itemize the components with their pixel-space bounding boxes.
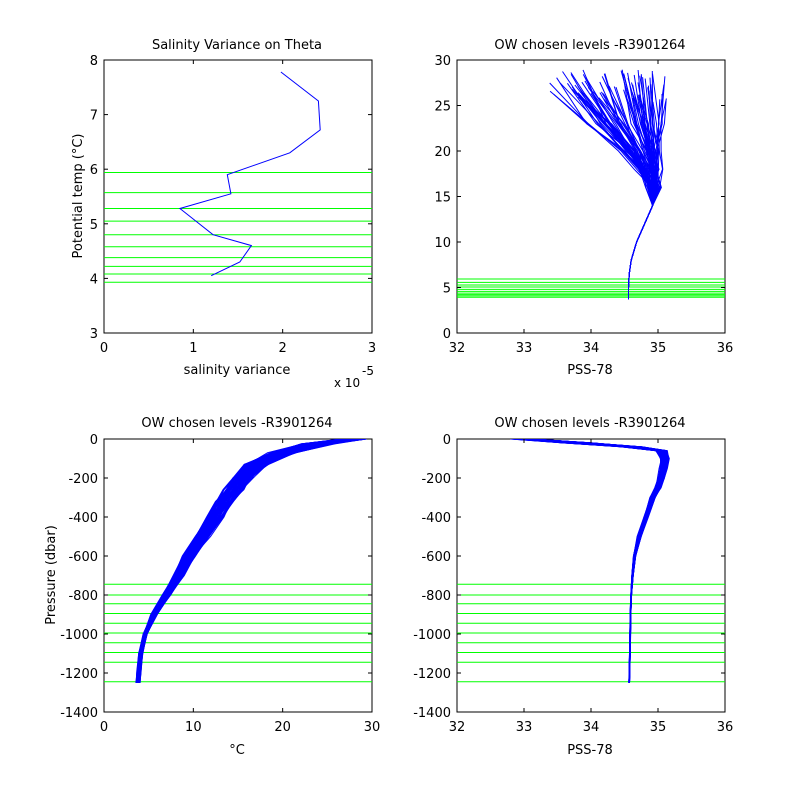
series-line <box>178 71 321 277</box>
y-tick-label: 0 <box>90 433 98 448</box>
x-axis-label: salinity variance <box>184 363 291 378</box>
y-tick-label: -400 <box>68 511 98 526</box>
y-tick-label: -800 <box>421 589 451 604</box>
y-tick-label: 10 <box>434 236 451 251</box>
x-tick-label: 2 <box>279 341 287 356</box>
x-tick-label: 35 <box>650 720 667 735</box>
y-tick-label: -600 <box>421 550 451 565</box>
x-tick-label: 20 <box>274 720 291 735</box>
y-tick-label: 3 <box>90 327 98 342</box>
y-tick-label: -600 <box>68 550 98 565</box>
x-axis-multiplier: x 10 <box>334 376 360 390</box>
y-tick-label: 0 <box>443 327 451 342</box>
plot-area <box>456 438 726 713</box>
plot-area <box>103 59 373 334</box>
y-tick-label: 8 <box>90 54 98 69</box>
x-tick-label: 34 <box>583 341 600 356</box>
y-tick-label: 20 <box>434 145 451 160</box>
y-tick-label: -800 <box>68 589 98 604</box>
y-tick-label: -200 <box>68 472 98 487</box>
y-tick-label: 25 <box>434 100 451 115</box>
x-tick-label: 35 <box>650 341 667 356</box>
x-tick-label: 33 <box>516 341 533 356</box>
x-tick-label: 0 <box>100 341 108 356</box>
x-tick-label: 36 <box>717 720 734 735</box>
x-tick-label: 32 <box>449 341 466 356</box>
chart-title: OW chosen levels -R3901264 <box>141 416 332 431</box>
profile-line <box>136 439 346 683</box>
x-tick-label: 0 <box>100 720 108 735</box>
y-tick-label: 0 <box>443 433 451 448</box>
profile-line <box>138 439 358 683</box>
x-axis-label: PSS-78 <box>567 743 613 758</box>
profile-line <box>628 84 665 300</box>
x-tick-label: 30 <box>364 720 381 735</box>
profile-line <box>531 439 669 683</box>
x-axis-multiplier-exponent: -5 <box>362 364 374 378</box>
x-tick-label: 32 <box>449 720 466 735</box>
x-tick-label: 34 <box>583 720 600 735</box>
x-axis-multiplier-base: x 10 <box>334 376 360 390</box>
y-tick-label: 15 <box>434 191 451 206</box>
y-axis-label: Pressure (dbar) <box>44 525 59 625</box>
x-axis-label: PSS-78 <box>567 363 613 378</box>
y-tick-label: -200 <box>421 472 451 487</box>
x-tick-label: 36 <box>717 341 734 356</box>
y-tick-label: -1200 <box>413 667 451 682</box>
chart-title: Salinity Variance on Theta <box>152 38 322 53</box>
x-tick-label: 33 <box>516 720 533 735</box>
y-tick-label: -1000 <box>413 628 451 643</box>
panel-salinity-pressure: OW chosen levels -R3901264 32 33 34 35 36 0 -2… <box>413 416 733 758</box>
x-tick-label: 1 <box>189 341 197 356</box>
chart-title: OW chosen levels -R3901264 <box>494 38 685 53</box>
chart-title: OW chosen levels -R3901264 <box>494 416 685 431</box>
y-tick-label: 30 <box>434 54 451 69</box>
y-tick-label: 6 <box>90 163 98 178</box>
y-tick-label: 5 <box>443 282 451 297</box>
y-tick-label: 4 <box>90 272 98 287</box>
y-tick-label: -400 <box>421 511 451 526</box>
y-tick-label: -1200 <box>60 667 98 682</box>
y-tick-label: -1000 <box>60 628 98 643</box>
panel-temperature-pressure: OW chosen levels -R3901264 0 10 20 30 0 -200 -… <box>44 416 380 758</box>
x-tick-label: 3 <box>368 341 376 356</box>
y-tick-label: 5 <box>90 218 98 233</box>
panel-salinity-variance: Salinity Variance on Theta 0 1 2 3 3 4 5 6 7 8 sa… <box>71 38 376 390</box>
y-axis-label: Potential temp (°C) <box>71 134 86 259</box>
x-axis-label: °C <box>229 743 245 758</box>
y-tick-label: -1400 <box>413 706 451 721</box>
x-tick-label: 10 <box>185 720 202 735</box>
y-tick-label: -1400 <box>60 706 98 721</box>
panel-theta-salinity: OW chosen levels -R3901264 32 33 34 35 36 0 5 1… <box>434 38 733 378</box>
y-tick-label: 7 <box>90 109 98 124</box>
